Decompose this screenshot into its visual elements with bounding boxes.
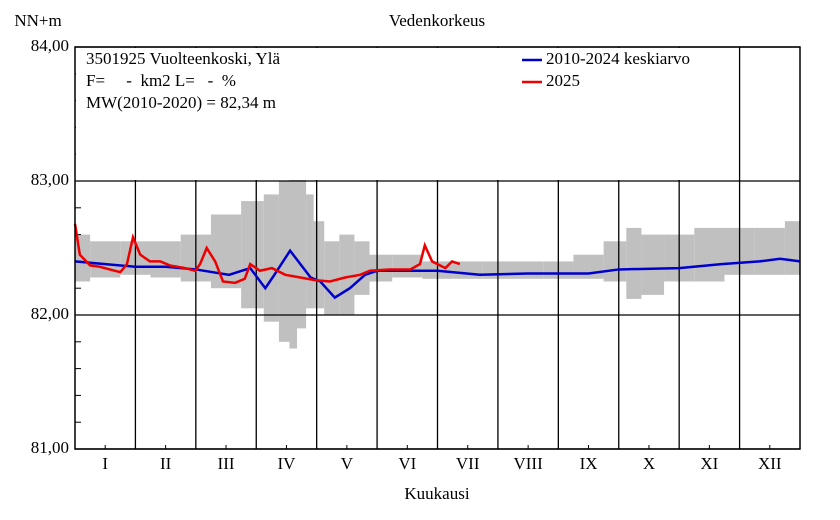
legend-label: 2025 [546, 71, 580, 90]
x-tick-label: I [102, 454, 108, 473]
x-tick-label: V [341, 454, 354, 473]
range-band [354, 241, 370, 295]
annotation: F= - km2 L= - % [86, 71, 236, 90]
range-band [289, 154, 298, 349]
range-band [513, 261, 544, 279]
range-band [324, 241, 340, 315]
range-band [150, 241, 181, 278]
data-line [74, 248, 801, 300]
x-axis-label: Kuukausi [404, 484, 469, 503]
legend-label: 2010-2024 keskiarvo [546, 49, 690, 68]
x-tick-label: X [643, 454, 655, 473]
x-tick-label: II [160, 454, 172, 473]
x-tick-label: IV [277, 454, 296, 473]
annotation-area [76, 48, 739, 180]
range-band [263, 194, 279, 322]
range-band [313, 221, 325, 309]
x-tick-label: IX [580, 454, 598, 473]
range-band [784, 221, 800, 275]
range-band [641, 234, 665, 295]
data-line [73, 223, 461, 285]
range-band [603, 241, 627, 282]
range-band [306, 194, 314, 309]
y-axis-label: NN+m [14, 11, 61, 30]
range-band [754, 227, 785, 275]
range-band [369, 254, 393, 282]
y-tick-label: 82,00 [31, 304, 69, 323]
y-tick-label: 83,00 [31, 170, 69, 189]
plot-frame [74, 46, 801, 450]
range-band [210, 214, 242, 289]
range-band [573, 254, 604, 279]
x-tick-label: VIII [513, 454, 543, 473]
x-tick-label: XII [758, 454, 782, 473]
range-band [339, 234, 355, 315]
annotation: MW(2010-2020) = 82,34 m [86, 93, 276, 112]
x-tick-label: VI [398, 454, 416, 473]
range-band [626, 227, 642, 299]
range-band [297, 167, 307, 329]
range-band [694, 227, 725, 282]
annotation: 3501925 Vuolteenkoski, Ylä [86, 49, 280, 68]
chart-title: Vedenkorkeus [389, 11, 485, 30]
x-tick-label: III [218, 454, 235, 473]
y-tick-label: 84,00 [31, 36, 69, 55]
x-tick-label: XI [700, 454, 718, 473]
range-band [241, 201, 264, 309]
y-tick-label: 81,00 [31, 438, 69, 457]
x-tick-label: VII [456, 454, 480, 473]
